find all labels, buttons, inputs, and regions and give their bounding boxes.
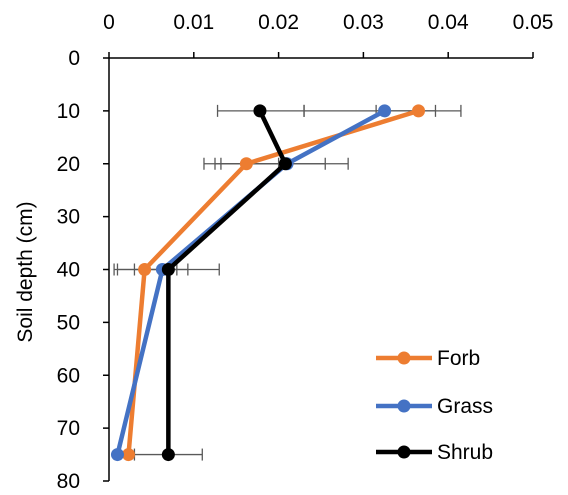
legend-label-shrub: Shrub: [437, 441, 493, 464]
legend: Forb Grass Shrub: [376, 347, 493, 464]
data-point-shrub: [253, 104, 267, 118]
legend-label-forb: Forb: [437, 347, 480, 370]
y-tick-label: 10: [57, 100, 80, 123]
legend-marker-forb: [397, 351, 411, 365]
data-point-forb: [412, 104, 426, 118]
axes: 0 0.01 0.02 0.03 0.04 0.05 0 10 20 30 40 50 60 70 80: [57, 11, 554, 493]
y-tick-label: 20: [57, 153, 80, 176]
data-point-forb: [239, 157, 253, 171]
y-tick-label: 40: [57, 259, 80, 282]
x-tick-label: 0.02: [258, 11, 299, 34]
y-tick-label: 80: [57, 470, 80, 490]
y-tick-label: 70: [57, 417, 80, 440]
legend-marker-grass: [397, 399, 411, 413]
data-point-grass: [378, 104, 392, 118]
y-tick-label: 30: [57, 206, 80, 229]
data-point-forb: [122, 448, 136, 462]
data-point-grass: [110, 448, 124, 462]
x-tick-label: 0.01: [173, 11, 214, 34]
x-tick-label: 0.04: [428, 11, 469, 34]
series-line-forb: [126, 108, 420, 455]
legend-marker-shrub: [397, 445, 411, 459]
series-line-shrub: [166, 109, 288, 455]
data-point-shrub: [161, 263, 175, 276]
data-point-forb: [138, 263, 152, 276]
y-tick-label: 0: [68, 47, 80, 70]
series-lines: [110, 104, 426, 462]
data-point-shrub: [278, 157, 292, 171]
y-tick-label: 60: [57, 364, 80, 387]
x-tick-label: 0: [103, 11, 115, 34]
x-tick-label: 0.03: [343, 11, 384, 34]
legend-label-grass: Grass: [437, 395, 493, 418]
data-point-shrub: [161, 448, 175, 462]
x-tick-label: 0.05: [513, 11, 554, 34]
y-axis-title: Soil depth (cm): [14, 201, 37, 342]
y-tick-label: 50: [57, 311, 80, 334]
